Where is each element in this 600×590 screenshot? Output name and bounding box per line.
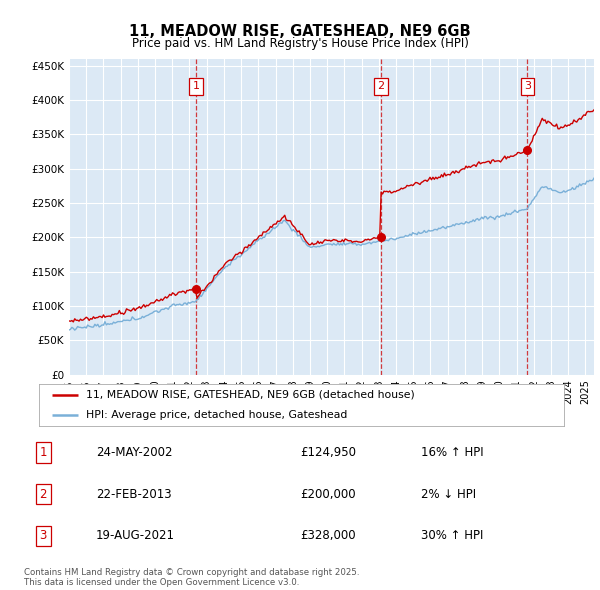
Text: Price paid vs. HM Land Registry's House Price Index (HPI): Price paid vs. HM Land Registry's House … [131, 37, 469, 50]
Text: 11, MEADOW RISE, GATESHEAD, NE9 6GB: 11, MEADOW RISE, GATESHEAD, NE9 6GB [129, 24, 471, 38]
Text: 2: 2 [40, 487, 47, 501]
Text: 22-FEB-2013: 22-FEB-2013 [96, 487, 172, 501]
Text: 1: 1 [40, 446, 47, 459]
Text: Contains HM Land Registry data © Crown copyright and database right 2025.
This d: Contains HM Land Registry data © Crown c… [24, 568, 359, 587]
Text: 19-AUG-2021: 19-AUG-2021 [96, 529, 175, 542]
Text: 3: 3 [524, 81, 531, 91]
Text: £124,950: £124,950 [300, 446, 356, 459]
Text: 11, MEADOW RISE, GATESHEAD, NE9 6GB (detached house): 11, MEADOW RISE, GATESHEAD, NE9 6GB (det… [86, 390, 415, 400]
Text: HPI: Average price, detached house, Gateshead: HPI: Average price, detached house, Gate… [86, 409, 347, 419]
Text: 3: 3 [40, 529, 47, 542]
Text: 1: 1 [193, 81, 200, 91]
Text: 16% ↑ HPI: 16% ↑ HPI [421, 446, 484, 459]
Text: 24-MAY-2002: 24-MAY-2002 [96, 446, 172, 459]
Text: £200,000: £200,000 [300, 487, 356, 501]
Text: 30% ↑ HPI: 30% ↑ HPI [421, 529, 484, 542]
Text: 2: 2 [377, 81, 385, 91]
Text: 2% ↓ HPI: 2% ↓ HPI [421, 487, 476, 501]
Text: £328,000: £328,000 [300, 529, 356, 542]
